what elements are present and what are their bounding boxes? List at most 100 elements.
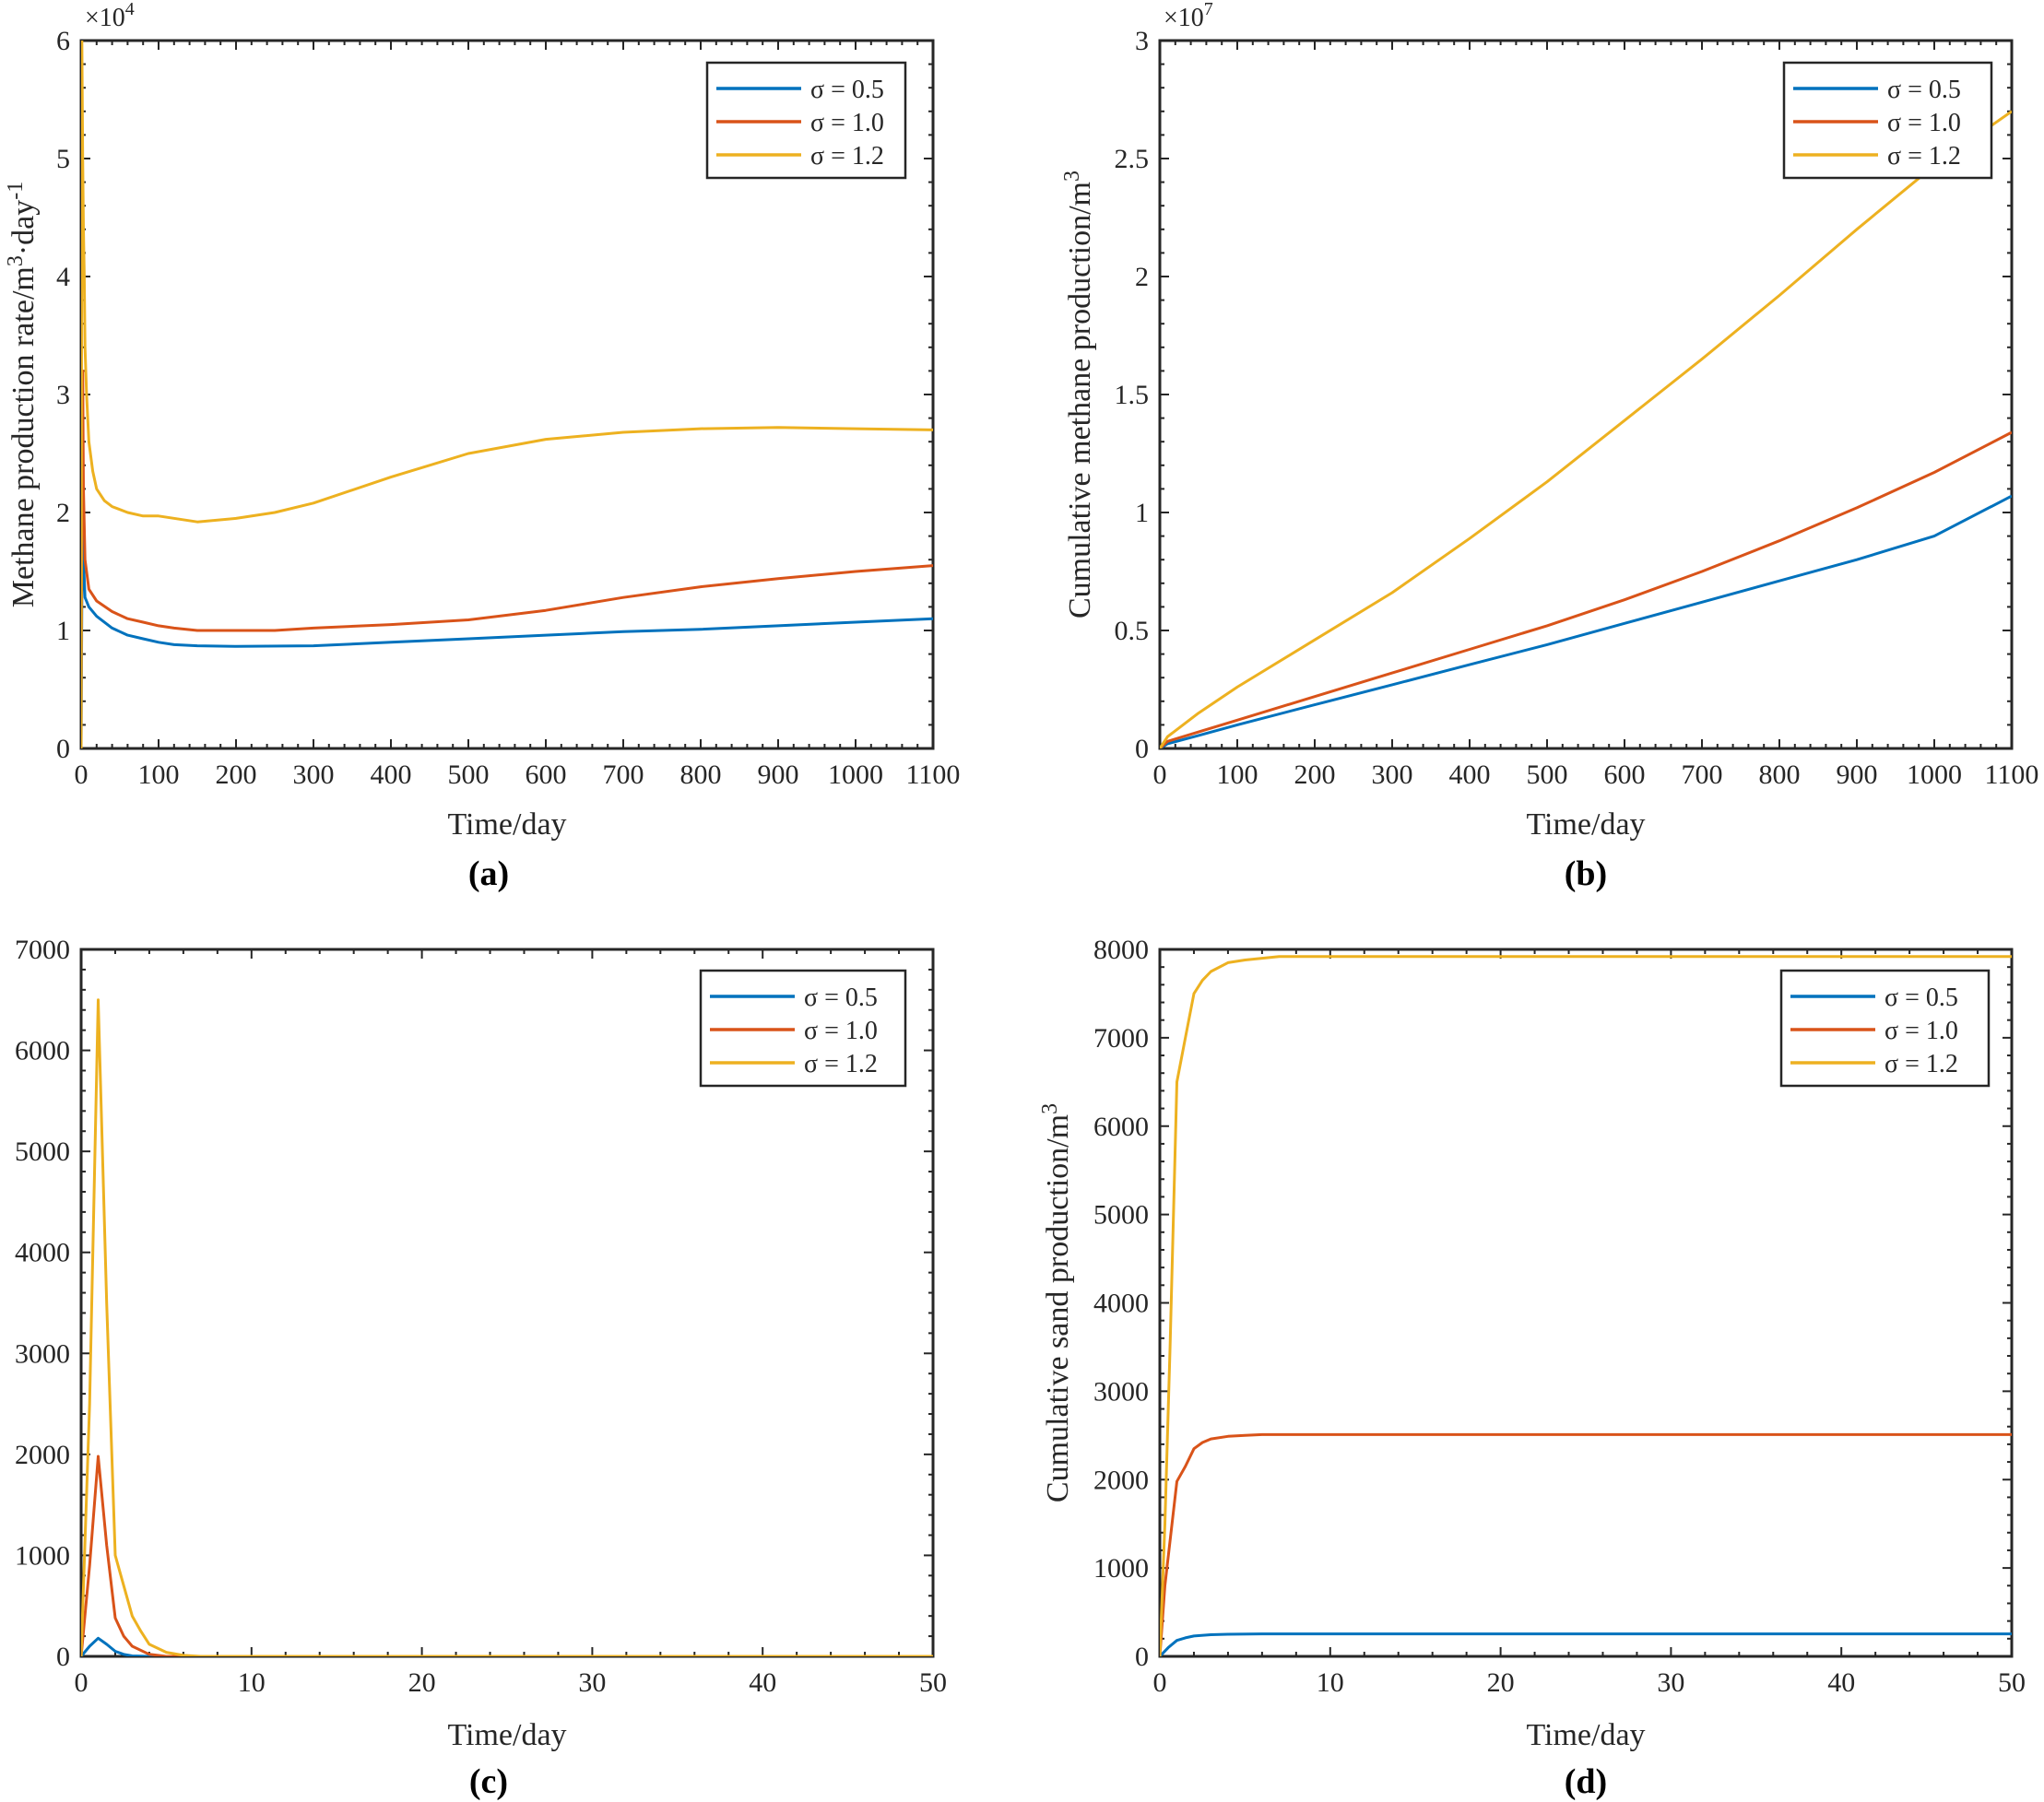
- y-tick-label: 0: [56, 734, 70, 764]
- y-tick-label: 4000: [1093, 1289, 1149, 1319]
- x-tick-label: 700: [1682, 760, 1723, 790]
- y-axis-title: Methane production rate/m3·day-1: [4, 182, 41, 608]
- series-line-s12: [1160, 955, 2012, 1656]
- y-axis-title-sup: 3: [1038, 1103, 1062, 1114]
- series-line-s10: [81, 369, 933, 748]
- y-axis-title-sup: 3: [1060, 171, 1084, 182]
- x-tick-label: 10: [1317, 1667, 1344, 1698]
- y-tick-label: 3: [56, 380, 70, 410]
- panel-label: (d): [1565, 1762, 1607, 1801]
- y-tick-label: 2000: [15, 1440, 70, 1470]
- legend-label-s05: σ = 0.5: [804, 983, 878, 1012]
- x-tick-label: 600: [1604, 760, 1646, 790]
- x-axis-title: Time/day: [1526, 807, 1645, 842]
- x-tick-label: 100: [138, 760, 180, 790]
- y-tick-label: 3000: [1093, 1376, 1149, 1407]
- y-tick-label: 3000: [15, 1338, 70, 1369]
- y-tick-label: 6000: [1093, 1112, 1149, 1142]
- legend-label-s05: σ = 0.5: [1887, 76, 1961, 104]
- y-tick-label: 5000: [15, 1137, 70, 1167]
- y-axis-title-sup: 3: [4, 255, 28, 266]
- x-axis-title: Time/day: [447, 807, 566, 842]
- x-tick-label: 40: [749, 1667, 776, 1698]
- legend: σ = 0.5 σ = 1.0 σ = 1.2: [699, 969, 907, 1088]
- y-tick-label: 2.5: [1115, 144, 1150, 174]
- panel-label: (c): [469, 1762, 508, 1801]
- series-line-s12: [1160, 110, 2012, 748]
- series-line-s12: [81, 998, 933, 1656]
- legend: σ = 0.5 σ = 1.0 σ = 1.2: [1782, 61, 1993, 180]
- x-tick-label: 20: [1487, 1667, 1515, 1698]
- x-tick-label: 500: [448, 760, 490, 790]
- chart-panel-c: 0 10 20 30 40 50 0 1000 2000 3000 4000 5000 6000 7000…: [15, 935, 947, 1801]
- legend-label-s10: σ = 1.0: [804, 1017, 878, 1045]
- legend-label-s12: σ = 1.2: [810, 142, 884, 171]
- y-tick-label: 4000: [15, 1238, 70, 1268]
- series-line-s05: [81, 511, 933, 748]
- y-tick-label: 0: [1135, 734, 1149, 764]
- x-tick-label: 50: [1998, 1667, 2026, 1698]
- exponent-label: ×104: [85, 0, 135, 32]
- x-axis-title: Time/day: [1526, 1718, 1645, 1752]
- legend-label-s05: σ = 0.5: [810, 76, 884, 104]
- x-tick-label: 30: [1657, 1667, 1684, 1698]
- x-tick-label: 200: [216, 760, 257, 790]
- series-line-s05: [1160, 1632, 2012, 1656]
- x-tick-label: 800: [680, 760, 722, 790]
- legend-label-s10: σ = 1.0: [1884, 1017, 1958, 1045]
- exponent-label: ×107: [1164, 0, 1213, 32]
- x-tick-label: 0: [1153, 1667, 1167, 1698]
- legend: σ = 0.5 σ = 1.0 σ = 1.2: [705, 61, 907, 180]
- x-axis-title: Time/day: [447, 1718, 566, 1752]
- chart-panel-a: 0 100 200 300 400 500 600 700 800 900 1000 1100 0 1 2 3…: [4, 0, 960, 893]
- y-tick-label: 4: [56, 262, 70, 292]
- chart-panel-b: 0 100 200 300 400 500 600 700 800 900 1000 1100 0 0.5…: [1060, 0, 2038, 893]
- x-tick-label: 1000: [828, 760, 883, 790]
- y-axis-title-sup2: -1: [4, 182, 28, 200]
- x-tick-label: 10: [238, 1667, 266, 1698]
- series-line-s05: [81, 1636, 933, 1656]
- legend-label-s10: σ = 1.0: [810, 109, 884, 137]
- series-line-s12: [81, 41, 933, 748]
- x-tick-label: 1000: [1907, 760, 1962, 790]
- x-tick-label: 30: [578, 1667, 606, 1698]
- legend-label-s12: σ = 1.2: [1884, 1050, 1958, 1078]
- y-tick-label: 3: [1135, 26, 1149, 56]
- chart-panel-d: 0 10 20 30 40 50 0 1000 2000 3000 4000 5000 6000 7000…: [1038, 935, 2026, 1801]
- exponent-power: 4: [125, 0, 135, 19]
- series-line-s10: [1160, 430, 2012, 748]
- legend-label-s12: σ = 1.2: [804, 1050, 878, 1078]
- legend-label-s05: σ = 0.5: [1884, 983, 1958, 1012]
- x-tick-label: 900: [1837, 760, 1878, 790]
- x-tick-label: 700: [603, 760, 644, 790]
- x-tick-label: 800: [1759, 760, 1801, 790]
- y-tick-label: 7000: [15, 935, 70, 965]
- x-tick-label: 300: [293, 760, 335, 790]
- y-tick-label: 1.5: [1115, 380, 1150, 410]
- y-tick-label: 2000: [1093, 1465, 1149, 1495]
- y-tick-label: 6000: [15, 1036, 70, 1066]
- y-tick-label: 5: [56, 144, 70, 174]
- panel-label: (a): [468, 854, 509, 893]
- x-tick-label: 40: [1827, 1667, 1855, 1698]
- x-tick-label: 0: [75, 1667, 89, 1698]
- x-tick-label: 0: [1153, 760, 1167, 790]
- y-axis-title-mid: ·day: [6, 200, 41, 255]
- x-tick-label: 20: [408, 1667, 436, 1698]
- series-line-s10: [1160, 1432, 2012, 1656]
- y-tick-label: 6: [56, 26, 70, 56]
- x-tick-label: 0: [75, 760, 89, 790]
- x-tick-label: 1100: [1985, 760, 2039, 790]
- y-tick-label: 1: [56, 616, 70, 646]
- x-tick-label: 1100: [906, 760, 961, 790]
- y-tick-label: 2: [56, 498, 70, 528]
- series-line-s10: [81, 1455, 933, 1656]
- y-tick-label: 1000: [15, 1540, 70, 1571]
- panel-label: (b): [1565, 854, 1607, 893]
- legend: σ = 0.5 σ = 1.0 σ = 1.2: [1779, 969, 1991, 1088]
- legend-label-s12: σ = 1.2: [1887, 142, 1961, 171]
- y-tick-label: 1000: [1093, 1553, 1149, 1584]
- y-tick-label: 8000: [1093, 935, 1149, 965]
- x-tick-label: 900: [758, 760, 799, 790]
